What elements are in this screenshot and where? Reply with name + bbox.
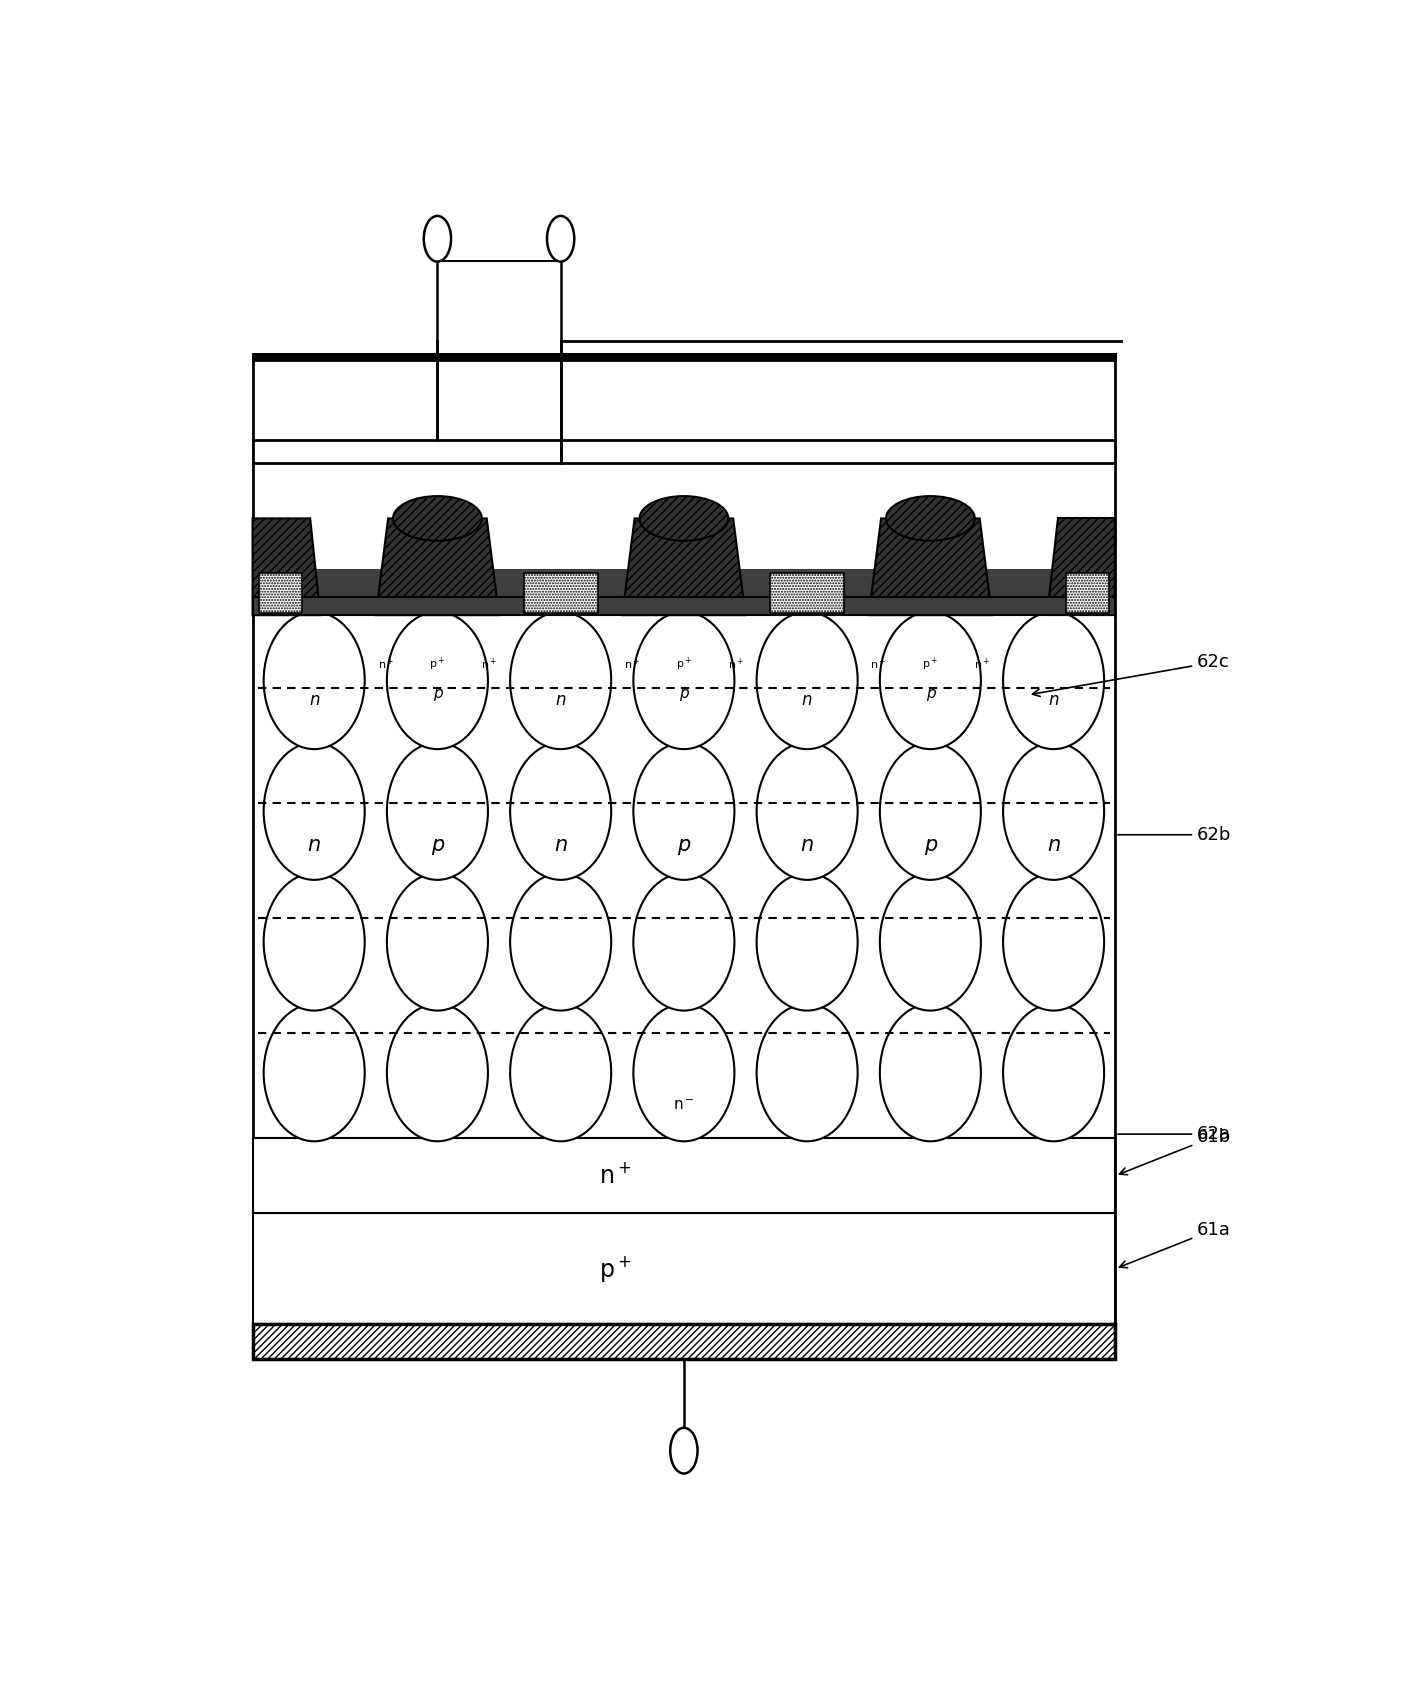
Bar xyxy=(252,1325,1116,1358)
Bar xyxy=(252,354,1116,360)
Text: p: p xyxy=(924,834,937,855)
Polygon shape xyxy=(252,519,320,616)
Text: n: n xyxy=(554,834,568,855)
Ellipse shape xyxy=(1003,873,1105,1011)
Ellipse shape xyxy=(879,612,981,750)
Ellipse shape xyxy=(634,1004,734,1141)
Text: n: n xyxy=(802,690,813,709)
Bar xyxy=(252,597,1116,616)
Text: n: n xyxy=(1048,690,1058,709)
Ellipse shape xyxy=(757,612,858,750)
Ellipse shape xyxy=(263,1004,365,1141)
Bar xyxy=(771,573,844,612)
Ellipse shape xyxy=(634,743,734,880)
Ellipse shape xyxy=(757,1004,858,1141)
Ellipse shape xyxy=(263,612,365,750)
Ellipse shape xyxy=(424,215,451,261)
Ellipse shape xyxy=(879,1004,981,1141)
Text: n$^+$: n$^+$ xyxy=(727,656,744,672)
Ellipse shape xyxy=(393,497,482,541)
Text: 62c: 62c xyxy=(1033,653,1230,697)
Text: 61b: 61b xyxy=(1120,1128,1231,1175)
Text: p: p xyxy=(679,685,689,700)
Bar xyxy=(524,573,597,612)
Polygon shape xyxy=(623,519,745,616)
Ellipse shape xyxy=(634,612,734,750)
Ellipse shape xyxy=(510,873,612,1011)
Ellipse shape xyxy=(1003,743,1105,880)
Text: n: n xyxy=(555,690,566,709)
Text: 62a: 62a xyxy=(1117,1124,1231,1143)
Text: n$^+$: n$^+$ xyxy=(871,656,886,672)
Text: n: n xyxy=(1047,834,1060,855)
Ellipse shape xyxy=(886,497,975,541)
Text: n$^+$: n$^+$ xyxy=(599,1163,631,1189)
Text: n$^-$: n$^-$ xyxy=(674,1097,695,1113)
Ellipse shape xyxy=(1003,1004,1105,1141)
Polygon shape xyxy=(869,519,992,616)
Text: p$^+$: p$^+$ xyxy=(923,656,938,673)
Text: n$^+$: n$^+$ xyxy=(480,656,497,672)
Ellipse shape xyxy=(547,215,575,261)
Ellipse shape xyxy=(757,743,858,880)
Text: n: n xyxy=(307,834,321,855)
Text: 61a: 61a xyxy=(1120,1221,1231,1267)
Ellipse shape xyxy=(263,743,365,880)
Bar xyxy=(252,441,1116,463)
Bar xyxy=(252,1138,1116,1213)
Ellipse shape xyxy=(387,1004,488,1141)
Text: p$^+$: p$^+$ xyxy=(599,1253,631,1284)
Text: p: p xyxy=(431,834,444,855)
Ellipse shape xyxy=(387,612,488,750)
Text: p: p xyxy=(926,685,936,700)
Polygon shape xyxy=(1047,519,1116,616)
Bar xyxy=(259,573,302,612)
Ellipse shape xyxy=(510,743,612,880)
Polygon shape xyxy=(376,519,499,616)
Ellipse shape xyxy=(510,1004,612,1141)
Text: n$^+$: n$^+$ xyxy=(378,656,393,672)
Text: n$^+$: n$^+$ xyxy=(974,656,991,672)
Text: p$^+$: p$^+$ xyxy=(676,656,692,673)
Ellipse shape xyxy=(510,612,612,750)
Bar xyxy=(252,1325,1116,1358)
Ellipse shape xyxy=(634,873,734,1011)
Text: p: p xyxy=(433,685,442,700)
Ellipse shape xyxy=(640,497,728,541)
Bar xyxy=(1067,573,1109,612)
Ellipse shape xyxy=(757,873,858,1011)
Text: p$^+$: p$^+$ xyxy=(430,656,445,673)
Ellipse shape xyxy=(879,873,981,1011)
Ellipse shape xyxy=(1003,612,1105,750)
Bar xyxy=(252,354,1116,1358)
Text: 62b: 62b xyxy=(1117,826,1231,843)
Text: p: p xyxy=(678,834,690,855)
Text: n: n xyxy=(309,690,320,709)
Text: n$^+$: n$^+$ xyxy=(624,656,640,672)
Bar xyxy=(252,568,1116,616)
Ellipse shape xyxy=(671,1428,697,1474)
Bar xyxy=(252,1213,1116,1325)
Ellipse shape xyxy=(879,743,981,880)
Ellipse shape xyxy=(387,743,488,880)
Text: n: n xyxy=(800,834,814,855)
Ellipse shape xyxy=(263,873,365,1011)
Ellipse shape xyxy=(387,873,488,1011)
